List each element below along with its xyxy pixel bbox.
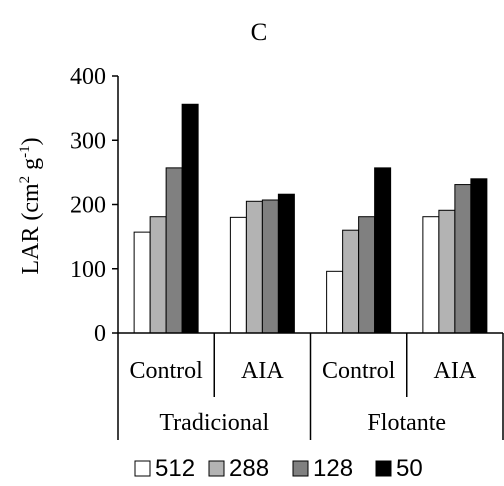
chart-title: C [251,19,268,46]
bar-512-3 [422,216,440,334]
bars [133,103,488,334]
bar-288-2 [342,229,360,334]
bar-288-3 [438,209,456,334]
legend-label-288: 288 [229,455,269,482]
bar-128-0 [165,167,183,334]
legend-label-512: 512 [155,455,195,482]
legend-swatch-128 [292,460,309,477]
y-axis-label-middle: g [18,158,44,176]
bar-512-2 [326,270,344,334]
x-category-label-0: Control [129,358,203,384]
x-group-label-1: Flotante [367,410,446,436]
x-axis: Control AIA Control AIA Tradicional Flotante [117,332,504,440]
y-tick-label-1: 100 [70,257,106,283]
y-tick-label-4: 400 [70,64,106,90]
bar-288-1 [245,200,263,334]
legend-label-128: 128 [313,455,353,482]
bar-128-1 [261,199,279,334]
y-axis-label-base: LAR (cm [18,183,44,275]
y-axis-label-end: ) [18,137,44,145]
legend-swatch-50 [375,460,392,477]
legend-swatch-512 [134,460,151,477]
y-axis-label-exponent-1: 2 [17,176,33,184]
x-group-label-0: Tradicional [159,410,269,436]
bar-128-2 [358,216,376,334]
legend: 512 288 128 50 [134,455,423,482]
bar-50-3 [470,178,488,334]
x-category-label-1: AIA [241,358,284,384]
y-axis-label-exponent-2: -1 [17,145,33,158]
y-tick-label-2: 200 [70,193,106,219]
x-category-label-3: AIA [434,358,477,384]
legend-label-50: 50 [396,455,423,482]
x-category-label-2: Control [322,358,396,384]
bar-512-1 [229,216,247,334]
legend-swatch-288 [208,460,225,477]
y-tick-label-3: 300 [70,128,106,154]
y-axis-label: LAR (cm2 g-1) [17,137,44,274]
bar-50-0 [181,103,199,334]
y-tick-label-0: 0 [94,321,106,347]
bar-512-0 [133,231,151,334]
y-axis: 0 100 200 300 400 [70,64,119,347]
bar-288-0 [149,216,167,334]
bar-50-2 [374,167,392,334]
bar-128-3 [454,184,472,334]
bar-50-1 [277,193,295,334]
